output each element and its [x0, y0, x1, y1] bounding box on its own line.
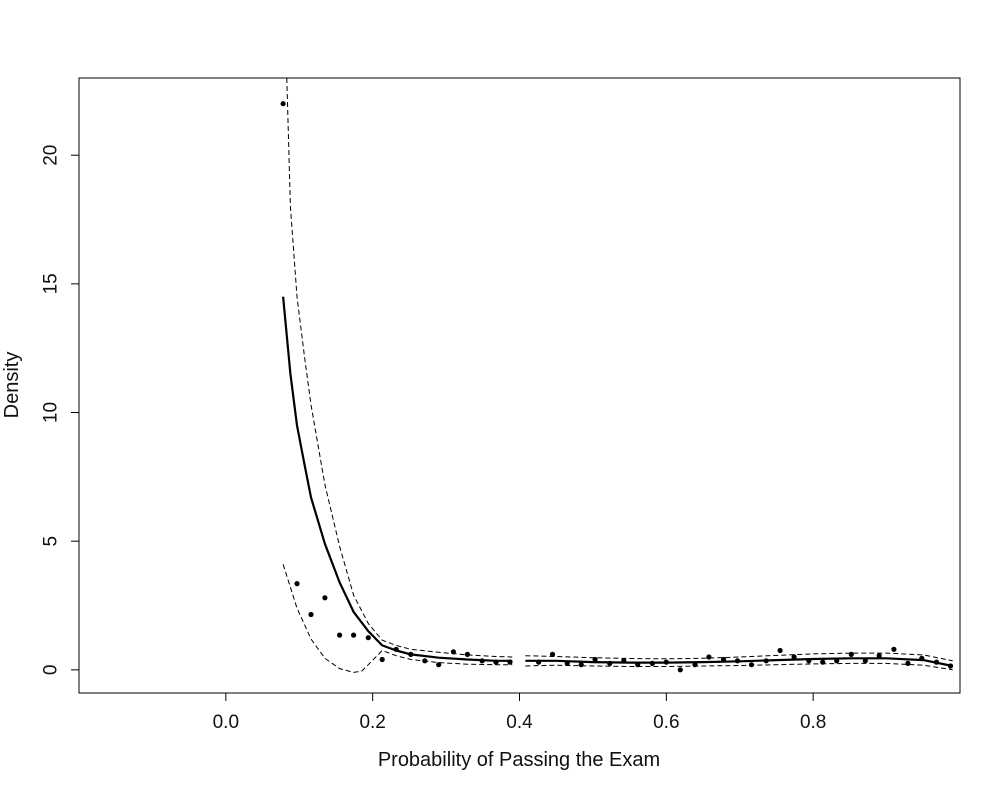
data-point: [351, 632, 357, 638]
data-point: [891, 646, 897, 652]
data-point: [635, 662, 641, 668]
data-point: [322, 595, 328, 601]
y-axis-title: Density: [1, 352, 23, 419]
x-tick-label: 0.4: [506, 712, 533, 733]
data-point: [834, 658, 840, 664]
data-point: [393, 646, 399, 652]
y-tick-label: 5: [41, 536, 62, 547]
y-tick-label: 20: [41, 145, 62, 166]
data-point: [649, 660, 656, 667]
data-point: [933, 659, 940, 665]
data-point: [706, 654, 712, 660]
x-tick-label: 0.8: [800, 712, 826, 733]
data-point: [337, 632, 343, 638]
x-axis-title: Probability of Passing the Exam: [378, 749, 660, 771]
data-point: [536, 659, 542, 665]
y-tick-label: 15: [41, 273, 62, 294]
y-tick-label: 10: [41, 402, 62, 423]
data-point: [379, 656, 385, 663]
data-point: [734, 658, 741, 664]
fit-line-0-0: [282, 296, 513, 662]
data-point: [663, 659, 669, 665]
data-point: [692, 662, 698, 668]
data-point: [621, 658, 627, 664]
data-point: [763, 658, 769, 664]
data-point: [721, 656, 727, 663]
y-axis: 0 5 10 15 20: [41, 145, 80, 676]
x-tick-label: 0.0: [213, 712, 239, 733]
data-point: [592, 656, 598, 663]
data-point: [820, 659, 826, 665]
data-point: [294, 581, 300, 587]
x-tick-label: 0.6: [653, 712, 679, 733]
y-tick-label: 0: [41, 665, 62, 676]
data-point: [507, 659, 513, 665]
data-point: [947, 663, 954, 669]
data-point: [791, 654, 797, 660]
data-point: [862, 658, 868, 664]
x-axis: 0.0 0.2 0.4 0.6 0.8: [213, 692, 826, 733]
data-point: [422, 658, 428, 664]
data-point: [677, 667, 683, 673]
data-point: [806, 658, 812, 664]
data-point: [578, 662, 584, 668]
data-point: [365, 635, 371, 641]
confidence-band-line-1-0: [286, 78, 513, 658]
data-point: [564, 660, 570, 667]
data-point: [905, 660, 911, 667]
data-point: [436, 662, 442, 668]
plot-frame: [78, 77, 961, 694]
data-point: [308, 611, 314, 618]
fitted-curves: [282, 78, 953, 673]
data-point: [280, 101, 286, 107]
confidence-band-line-2-1: [525, 662, 953, 671]
data-points: [280, 101, 954, 673]
data-point: [408, 651, 414, 658]
data-point: [876, 653, 882, 659]
data-point: [464, 651, 470, 658]
data-point: [748, 662, 755, 668]
data-point: [479, 658, 485, 664]
data-point: [919, 655, 925, 661]
confidence-band-line-1-1: [525, 652, 953, 662]
data-point: [848, 651, 854, 658]
data-point: [493, 659, 499, 665]
data-point: [549, 651, 556, 658]
confidence-band-line-2-0: [282, 564, 513, 673]
data-point: [777, 647, 783, 654]
data-point: [450, 649, 456, 655]
x-tick-label: 0.2: [359, 712, 385, 733]
data-point: [607, 660, 613, 667]
